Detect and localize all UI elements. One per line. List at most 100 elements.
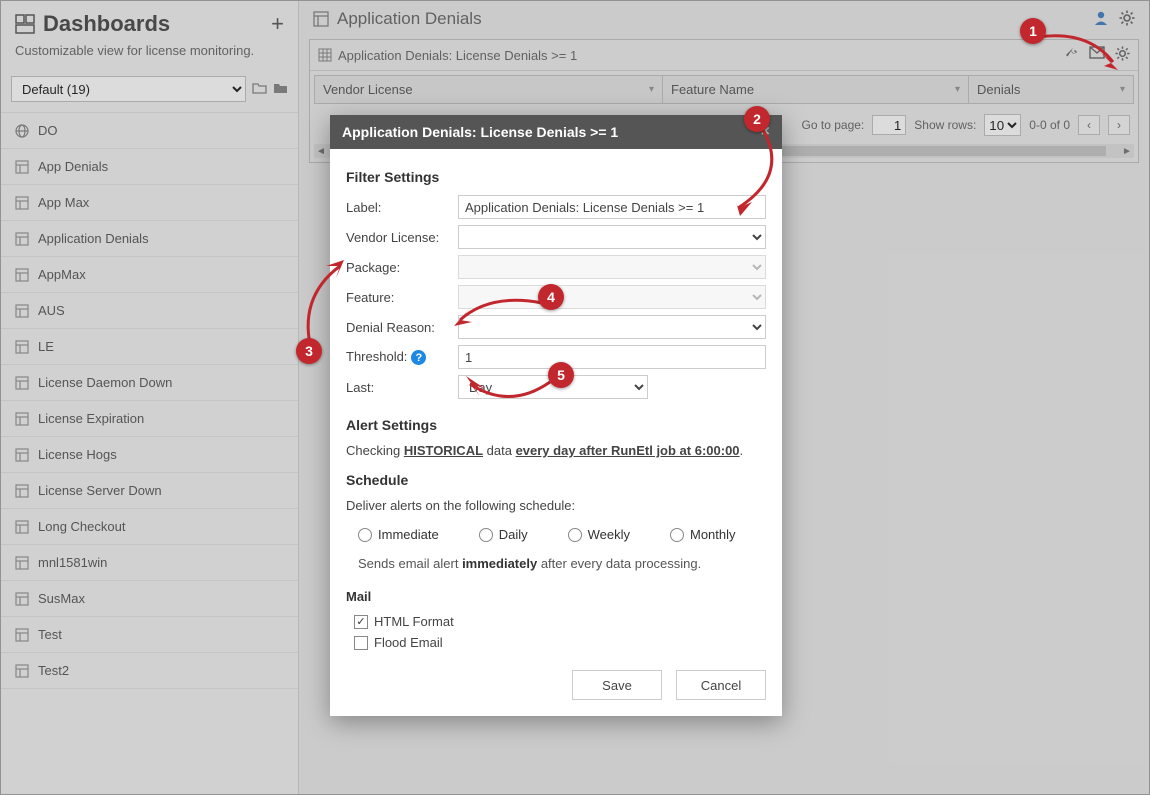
dashboard-select[interactable]: Default (19) (11, 76, 246, 102)
last-lbl: Last: (346, 380, 458, 395)
sidebar-item[interactable]: License Hogs (1, 437, 298, 473)
sidebar-item[interactable]: App Denials (1, 149, 298, 185)
column-header[interactable]: Vendor License▾ (315, 76, 663, 103)
dash-icon (15, 484, 30, 498)
sidebar-item-label: License Daemon Down (38, 375, 172, 390)
radio-icon[interactable] (568, 528, 582, 542)
column-label: Feature Name (671, 82, 754, 97)
mail-icon[interactable] (1089, 46, 1105, 64)
dash-icon (15, 340, 30, 354)
sidebar-item[interactable]: Test2 (1, 653, 298, 689)
page-title-text: Application Denials (337, 9, 482, 29)
goto-page-label: Go to page: (802, 118, 865, 132)
html-format-row[interactable]: HTML Format (354, 614, 766, 629)
sidebar-item[interactable]: Application Denials (1, 221, 298, 257)
add-dashboard-button[interactable]: + (271, 11, 284, 37)
sort-icon[interactable]: ▾ (1120, 84, 1125, 95)
wrench-icon[interactable] (1064, 46, 1079, 64)
dash-icon (15, 520, 30, 534)
sidebar-item[interactable]: Test (1, 617, 298, 653)
modal-body: Filter Settings Label: Vendor License: P… (330, 149, 782, 716)
sidebar-item-label: mnl1581win (38, 555, 107, 570)
panel-gear-icon[interactable] (1115, 46, 1130, 64)
sidebar-item[interactable]: License Server Down (1, 473, 298, 509)
annotation-badge-3: 3 (296, 338, 322, 364)
show-rows-select[interactable]: 10 (984, 114, 1021, 136)
schedule-option[interactable]: Immediate (358, 527, 439, 542)
cancel-button[interactable]: Cancel (676, 670, 766, 700)
sidebar-item[interactable]: DO (1, 113, 298, 149)
column-header[interactable]: Feature Name ▾ (663, 76, 969, 103)
dash-icon (15, 664, 30, 678)
radio-icon[interactable] (479, 528, 493, 542)
sidebar-item[interactable]: mnl1581win (1, 545, 298, 581)
sidebar-item[interactable]: SusMax (1, 581, 298, 617)
sidebar-item[interactable]: License Daemon Down (1, 365, 298, 401)
flood-email-row[interactable]: Flood Email (354, 635, 766, 650)
pager-next-button[interactable]: › (1108, 115, 1130, 135)
sidebar-item-label: AppMax (38, 267, 86, 282)
threshold-input[interactable] (458, 345, 766, 369)
sidebar-item-label: Long Checkout (38, 519, 125, 534)
sidebar-item-label: App Denials (38, 159, 108, 174)
annotation-badge-5: 5 (548, 362, 574, 388)
folder-icon[interactable] (273, 81, 288, 97)
dash-icon (15, 448, 30, 462)
modal-actions: Save Cancel (346, 670, 766, 700)
html-format-label: HTML Format (374, 614, 454, 629)
page-title: Application Denials (313, 9, 482, 29)
alert-line: Checking HISTORICAL data every day after… (346, 443, 766, 458)
flood-email-checkbox[interactable] (354, 636, 368, 650)
help-icon[interactable]: ? (411, 350, 426, 365)
sidebar-item-label: DO (38, 123, 58, 138)
feature-lbl: Feature: (346, 290, 458, 305)
radio-label: Monthly (690, 527, 736, 542)
schedule-option[interactable]: Daily (479, 527, 528, 542)
pager-range: 0-0 of 0 (1029, 118, 1070, 132)
sidebar-item[interactable]: App Max (1, 185, 298, 221)
sidebar-list: DO App Denials App MaxApplication Denials A… (1, 113, 298, 794)
sidebar-item[interactable]: LE (1, 329, 298, 365)
table-header-row: Vendor License▾Feature Name▾Denials▾ (314, 75, 1134, 104)
schedule-option[interactable]: Weekly (568, 527, 630, 542)
pager-prev-button[interactable]: ‹ (1078, 115, 1100, 135)
vendor-select[interactable] (458, 225, 766, 249)
dash-icon (15, 304, 30, 318)
sidebar-item[interactable]: Long Checkout (1, 509, 298, 545)
vendor-lbl: Vendor License: (346, 230, 458, 245)
denial-reason-select[interactable] (458, 315, 766, 339)
label-lbl: Label: (346, 200, 458, 215)
filter-settings-heading: Filter Settings (346, 169, 766, 185)
radio-icon[interactable] (358, 528, 372, 542)
folder-open-icon[interactable] (252, 81, 267, 97)
schedule-option[interactable]: Monthly (670, 527, 736, 542)
dash-icon (15, 232, 30, 246)
sidebar-item[interactable]: License Expiration (1, 401, 298, 437)
sidebar: Dashboards + Customizable view for licen… (1, 1, 299, 794)
sends-line: Sends email alert immediately after ever… (358, 556, 766, 571)
globe-icon (15, 124, 30, 138)
sidebar-subtitle: Customizable view for license monitoring… (1, 43, 298, 70)
user-icon[interactable] (1093, 10, 1109, 29)
radio-label: Weekly (588, 527, 630, 542)
main-header-icons (1093, 10, 1135, 29)
gear-icon[interactable] (1119, 10, 1135, 29)
threshold-lbl: Threshold:? (346, 349, 458, 366)
save-button[interactable]: Save (572, 670, 662, 700)
feature-select (458, 285, 766, 309)
sidebar-item[interactable]: AppMax (1, 257, 298, 293)
html-format-checkbox[interactable] (354, 615, 368, 629)
sort-icon[interactable]: ▾ (649, 84, 654, 95)
sidebar-item[interactable]: AUS (1, 293, 298, 329)
sort-icon[interactable]: ▾ (955, 84, 960, 95)
modal-title-text: Application Denials: License Denials >= … (342, 124, 618, 140)
column-header[interactable]: Denials▾ (969, 76, 1133, 103)
goto-page-input[interactable] (872, 115, 906, 135)
dash-icon (15, 592, 30, 606)
radio-icon[interactable] (670, 528, 684, 542)
panel-title: Application Denials: License Denials >= … (338, 48, 577, 63)
dash-icon (15, 268, 30, 282)
label-input[interactable] (458, 195, 766, 219)
sidebar-item-label: License Server Down (38, 483, 162, 498)
dash-icon (15, 196, 30, 210)
